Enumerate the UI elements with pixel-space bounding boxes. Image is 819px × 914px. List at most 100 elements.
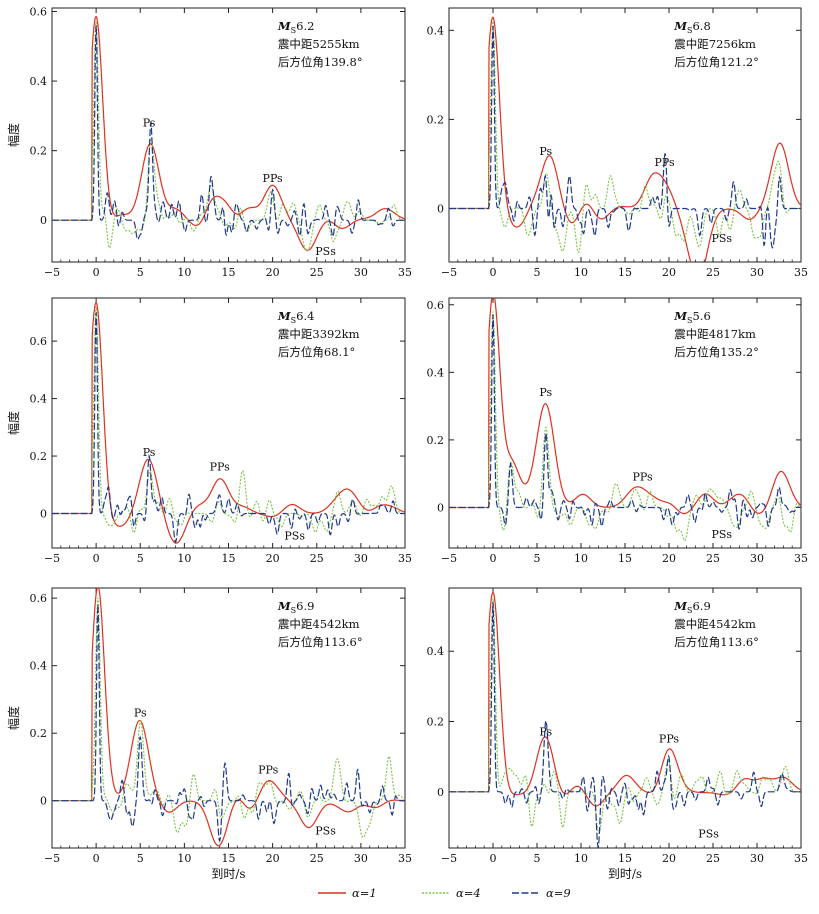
y-tick-label: 0.4 bbox=[427, 24, 445, 37]
phase-label-ps: Ps bbox=[143, 116, 156, 129]
series-line-α-1 bbox=[449, 16, 801, 262]
phase-label-pss: PSs bbox=[315, 824, 336, 837]
phase-label-ps: Ps bbox=[134, 706, 147, 719]
x-tick-label: 15 bbox=[222, 852, 236, 865]
x-tick-label: 5 bbox=[534, 552, 541, 565]
x-tick-label: 20 bbox=[662, 852, 676, 865]
x-tick-label: 10 bbox=[177, 266, 191, 279]
epicentral-distance: 震中距5255km bbox=[278, 37, 360, 51]
epicentral-distance: 震中距4542km bbox=[674, 617, 756, 631]
x-tick-label: 25 bbox=[706, 266, 720, 279]
epicentral-distance: 震中距3392km bbox=[278, 327, 360, 341]
series-line-α-4 bbox=[52, 21, 405, 252]
y-tick-label: 0 bbox=[40, 795, 47, 808]
series-line-α-4 bbox=[449, 311, 801, 541]
y-tick-label: 0.4 bbox=[427, 366, 445, 379]
x-tick-label: 25 bbox=[706, 852, 720, 865]
x-tick-label: 10 bbox=[177, 552, 191, 565]
y-axis-label: 幅度 bbox=[6, 123, 21, 147]
x-axis-label: 到时/s bbox=[608, 867, 642, 881]
phase-label-pps: PPs bbox=[258, 764, 279, 777]
series-line-α-1 bbox=[449, 298, 801, 515]
x-tick-label: 20 bbox=[266, 266, 280, 279]
y-tick-label: 0.6 bbox=[30, 592, 48, 605]
magnitude-label: MS6.9 bbox=[673, 599, 711, 615]
y-tick-label: 0.2 bbox=[30, 450, 48, 463]
phase-label-pss: PSs bbox=[698, 827, 719, 840]
y-tick-label: 0.2 bbox=[427, 716, 445, 729]
x-tick-label: 10 bbox=[574, 266, 588, 279]
x-axis-label: 到时/s bbox=[211, 867, 245, 881]
y-tick-label: 0.2 bbox=[30, 145, 48, 158]
x-tick-label: 30 bbox=[354, 266, 368, 279]
x-tick-label: 0 bbox=[93, 552, 100, 565]
x-tick-label: 0 bbox=[93, 852, 100, 865]
x-tick-label: 35 bbox=[794, 266, 808, 279]
x-tick-label: 35 bbox=[398, 266, 412, 279]
x-tick-label: −5 bbox=[44, 266, 60, 279]
panel-c: −5 0 5 10 15 20 25 30 35 0 0.2 0.4 0.6 Ps PPs PSs MS6.4 震… bbox=[6, 297, 412, 565]
epicentral-distance: 震中距4817km bbox=[674, 327, 756, 341]
phase-label-pss: PSs bbox=[712, 528, 733, 541]
phase-label-pss: PSs bbox=[284, 529, 305, 542]
y-tick-label: 0.2 bbox=[427, 434, 445, 447]
y-tick-label: 0.2 bbox=[30, 727, 48, 740]
x-tick-label: 30 bbox=[354, 852, 368, 865]
x-tick-label: 10 bbox=[177, 852, 191, 865]
series-line-α-4 bbox=[52, 306, 405, 534]
epicentral-distance: 震中距4542km bbox=[278, 617, 360, 631]
x-tick-label: 25 bbox=[310, 552, 324, 565]
series-line-α-1 bbox=[52, 15, 405, 251]
legend: α=1 α=4 α=9 bbox=[318, 886, 571, 900]
phase-label-pps: PPs bbox=[655, 156, 676, 169]
x-tick-label: 10 bbox=[574, 552, 588, 565]
series-line-α-9 bbox=[52, 312, 405, 544]
series-line-α-9 bbox=[52, 25, 405, 241]
y-axis-label: 幅度 bbox=[6, 411, 21, 435]
back-azimuth: 后方位角113.6° bbox=[278, 635, 363, 649]
legend-entry: α=1 bbox=[352, 886, 377, 900]
y-tick-label: 0.6 bbox=[30, 5, 48, 18]
y-tick-label: 0 bbox=[437, 786, 444, 799]
phase-label-ps: Ps bbox=[539, 386, 552, 399]
x-tick-label: 30 bbox=[354, 552, 368, 565]
panel-d: −5 0 5 10 15 20 25 30 35 0 0.2 0.4 0.6 Ps PPs PSs MS5.6 震… bbox=[427, 297, 808, 565]
x-tick-label: 30 bbox=[750, 852, 764, 865]
phase-label-pss: PSs bbox=[315, 245, 336, 258]
x-tick-label: 0 bbox=[93, 266, 100, 279]
phase-label-pps: PPs bbox=[263, 172, 284, 185]
x-tick-label: 5 bbox=[137, 852, 144, 865]
y-tick-label: 0.4 bbox=[427, 645, 445, 658]
epicentral-distance: 震中距7256km bbox=[674, 37, 756, 51]
magnitude-label: MS6.9 bbox=[277, 599, 315, 615]
x-tick-label: 0 bbox=[490, 852, 497, 865]
y-tick-label: 0.4 bbox=[30, 660, 48, 673]
y-tick-label: 0.6 bbox=[427, 299, 445, 312]
y-tick-label: 0.4 bbox=[30, 75, 48, 88]
phase-label-pps: PPs bbox=[210, 460, 231, 473]
series-line-α-4 bbox=[52, 597, 405, 839]
back-azimuth: 后方位角113.6° bbox=[674, 635, 759, 649]
phase-label-ps: Ps bbox=[539, 726, 552, 739]
x-tick-label: 20 bbox=[266, 852, 280, 865]
back-azimuth: 后方位角135.2° bbox=[674, 345, 759, 359]
x-tick-label: 15 bbox=[222, 266, 236, 279]
series-line-α-9 bbox=[52, 604, 405, 843]
x-tick-label: −5 bbox=[44, 552, 60, 565]
x-tick-label: 35 bbox=[794, 552, 808, 565]
x-tick-label: 0 bbox=[490, 552, 497, 565]
x-tick-label: 10 bbox=[574, 852, 588, 865]
x-tick-label: 15 bbox=[618, 552, 632, 565]
legend-entry: α=4 bbox=[456, 886, 481, 900]
panel-b: −5 0 5 10 15 20 25 30 35 0 0.2 0.4 Ps PPs PSs MS6.8 震中距7… bbox=[427, 7, 808, 279]
x-tick-label: 0 bbox=[490, 266, 497, 279]
y-tick-label: 0.6 bbox=[30, 335, 48, 348]
x-tick-label: 5 bbox=[534, 852, 541, 865]
back-azimuth: 后方位角121.2° bbox=[674, 55, 759, 69]
x-tick-label: −5 bbox=[441, 266, 457, 279]
phase-label-pss: PSs bbox=[712, 232, 733, 245]
x-tick-label: 35 bbox=[398, 552, 412, 565]
x-tick-label: 25 bbox=[706, 552, 720, 565]
panel-f: −5 0 5 10 15 20 25 30 35 0 0.2 0.4 Ps PPs PSs MS6.9 震中距4… bbox=[427, 587, 808, 881]
x-tick-label: 20 bbox=[662, 266, 676, 279]
